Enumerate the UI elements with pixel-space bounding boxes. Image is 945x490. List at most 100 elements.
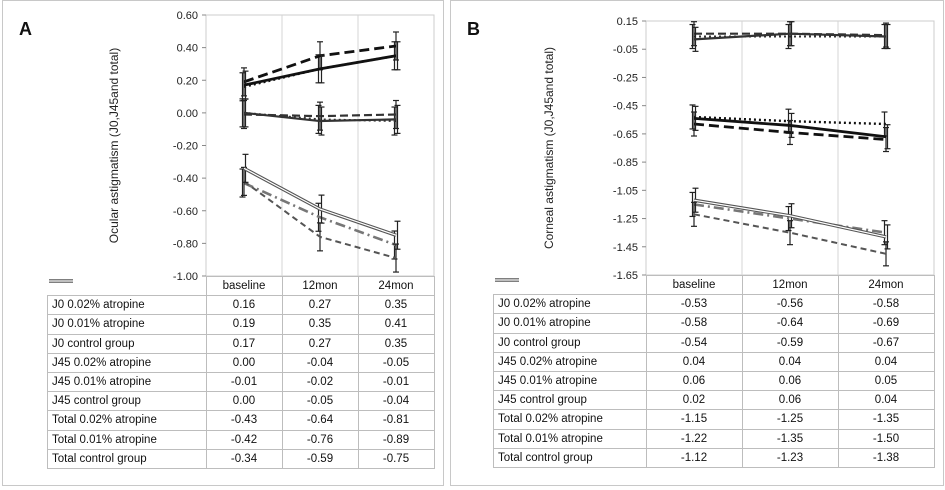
y-tick-label: -0.20: [173, 141, 198, 153]
data-label: -1.35: [837, 409, 935, 430]
data-label: -1.23: [741, 447, 839, 468]
series-line: [693, 32, 887, 41]
series-line: [693, 116, 887, 139]
data-label: -0.59: [281, 448, 359, 469]
y-tick-label: -0.85: [613, 157, 638, 169]
legend-swatch: [494, 277, 519, 282]
data-label: -1.25: [741, 409, 839, 430]
data-label: -1.22: [645, 428, 743, 449]
legend-label: Total control group: [498, 451, 593, 464]
legend-label: J0 0.02% atropine: [52, 299, 145, 312]
table-row: J45 0.02% atropine 0.04 0.04 0.04: [493, 278, 935, 372]
series-line: [243, 180, 397, 260]
legend-label: J0 0.01% atropine: [498, 317, 591, 330]
y-tick-label: -0.05: [613, 44, 638, 56]
table-row: J0 0.01% atropine -0.58 -0.64 -0.69: [493, 278, 935, 334]
series-8: [242, 153, 401, 250]
data-label: 0.27: [281, 295, 359, 316]
data-label: 0.35: [357, 295, 435, 316]
table-row: Total control group -1.12 -1.23 -1.38: [493, 277, 935, 468]
data-label: -0.58: [837, 294, 935, 315]
data-label: -0.01: [205, 371, 283, 393]
y-tick-label: -1.45: [613, 242, 638, 254]
table-row: J45 0.01% atropine 0.06 0.06 0.05: [493, 278, 935, 392]
legend-label: J45 0.01% atropine: [498, 375, 598, 388]
data-table-a: baseline 12mon 24mon J0 0.02% atropine 0.16 0…: [47, 275, 435, 469]
category-header: 24mon: [357, 275, 435, 297]
data-label: 0.00: [205, 352, 283, 373]
data-label: -1.12: [645, 447, 743, 468]
category-header: baseline: [645, 274, 743, 296]
y-tick-label: -1.05: [613, 185, 638, 197]
y-tick-label: 0.60: [177, 10, 198, 22]
table-row: J0 0.02% atropine 0.16 0.27 0.35: [47, 279, 435, 316]
table-row: J45 0.01% atropine -0.01 -0.02 -0.01: [47, 279, 435, 393]
data-label: -0.81: [357, 410, 435, 431]
legend-swatch: [48, 278, 73, 283]
panel-a-label: A: [19, 19, 32, 39]
data-label: 0.04: [837, 351, 935, 372]
y-tick-label: -0.25: [613, 72, 638, 84]
series-8: [692, 187, 891, 250]
legend-label: Total 0.02% atropine: [52, 414, 157, 427]
data-label: 0.06: [741, 390, 839, 411]
y-tick-label: -0.60: [173, 206, 198, 218]
table-row: J0 0.01% atropine 0.19 0.35 0.41: [47, 279, 435, 335]
category-header: 12mon: [741, 274, 839, 296]
chart-b: 0.15 -0.05 -0.25 -0.45 -0.65 -0.85 -1.05 -1.25 -…: [542, 16, 935, 282]
data-label: 0.35: [281, 314, 359, 335]
data-label: 0.06: [645, 370, 743, 392]
legend-label: Total 0.01% atropine: [52, 433, 157, 446]
legend-label: J0 0.01% atropine: [52, 318, 145, 331]
data-label: -0.05: [281, 391, 359, 412]
data-label: 0.35: [357, 333, 435, 354]
table-row: J45 0.02% atropine 0.00 -0.04 -0.05: [47, 279, 435, 373]
data-table-b: baseline 12mon 24mon J0 0.02% atropine -0.53…: [493, 274, 935, 468]
table-row: Total 0.02% atropine -1.15 -1.25 -1.35: [493, 278, 935, 430]
table-row: Total control group -0.34 -0.59 -0.75: [47, 278, 435, 469]
data-label: 0.16: [205, 295, 283, 316]
data-label: 0.19: [205, 314, 283, 335]
y-tick-label: 0.20: [177, 75, 198, 87]
legend-label: Total 0.02% atropine: [498, 413, 603, 426]
panel-a: A 0.60 0.40 0.20 0.00 -0.20 -0.40 -0.60 -0.80 -1…: [2, 0, 444, 486]
series-7: [241, 166, 399, 273]
table-row: Total 0.01% atropine -1.22 -1.35 -1.50: [493, 278, 935, 449]
data-label: -0.69: [837, 313, 935, 334]
legend-label: J45 0.02% atropine: [52, 356, 152, 369]
data-label: 0.04: [645, 351, 743, 372]
chart-a: 0.600.400.200.00-0.20-0.40-0.60-0.80-1.0…: [107, 10, 435, 283]
table-row: J45 control group 0.02 0.06 0.04: [493, 278, 935, 411]
data-label: -0.42: [205, 429, 283, 450]
y-axis-label: Ocular astigmatism (J0,J45and total): [107, 48, 121, 243]
legend-label: Total 0.01% atropine: [498, 432, 603, 445]
series-line: [693, 213, 887, 255]
table-row: J0 0.02% atropine -0.53 -0.56 -0.58: [493, 278, 935, 315]
data-label: -1.50: [837, 428, 935, 449]
category-header: baseline: [205, 275, 283, 297]
series-5: [242, 98, 401, 136]
series-7: [691, 201, 889, 267]
data-label: 0.17: [205, 333, 283, 354]
legend-label: J45 0.01% atropine: [52, 376, 152, 389]
legend-label: J45 0.02% atropine: [498, 355, 598, 368]
table-row: J0 control group -0.54 -0.59 -0.67: [493, 278, 935, 353]
legend-label: J45 control group: [52, 395, 141, 408]
data-label: -0.04: [357, 391, 435, 412]
data-label: -1.38: [837, 447, 935, 468]
data-label: 0.00: [205, 391, 283, 412]
y-tick-label: -0.80: [173, 238, 198, 250]
data-label: -0.54: [645, 332, 743, 353]
data-label: 0.41: [357, 314, 435, 335]
data-label: -0.64: [281, 410, 359, 431]
y-tick-label: -0.65: [613, 129, 638, 141]
data-label: -0.64: [741, 313, 839, 334]
table-row: Total 0.01% atropine -0.42 -0.76 -0.89: [47, 279, 435, 450]
data-label: -0.76: [281, 429, 359, 450]
data-label: 0.05: [837, 370, 935, 392]
legend-label: J45 control group: [498, 394, 587, 407]
series-2: [242, 41, 401, 100]
data-label: -0.05: [357, 352, 435, 373]
y-tick-label: -0.45: [613, 101, 638, 113]
series-5: [692, 21, 891, 52]
